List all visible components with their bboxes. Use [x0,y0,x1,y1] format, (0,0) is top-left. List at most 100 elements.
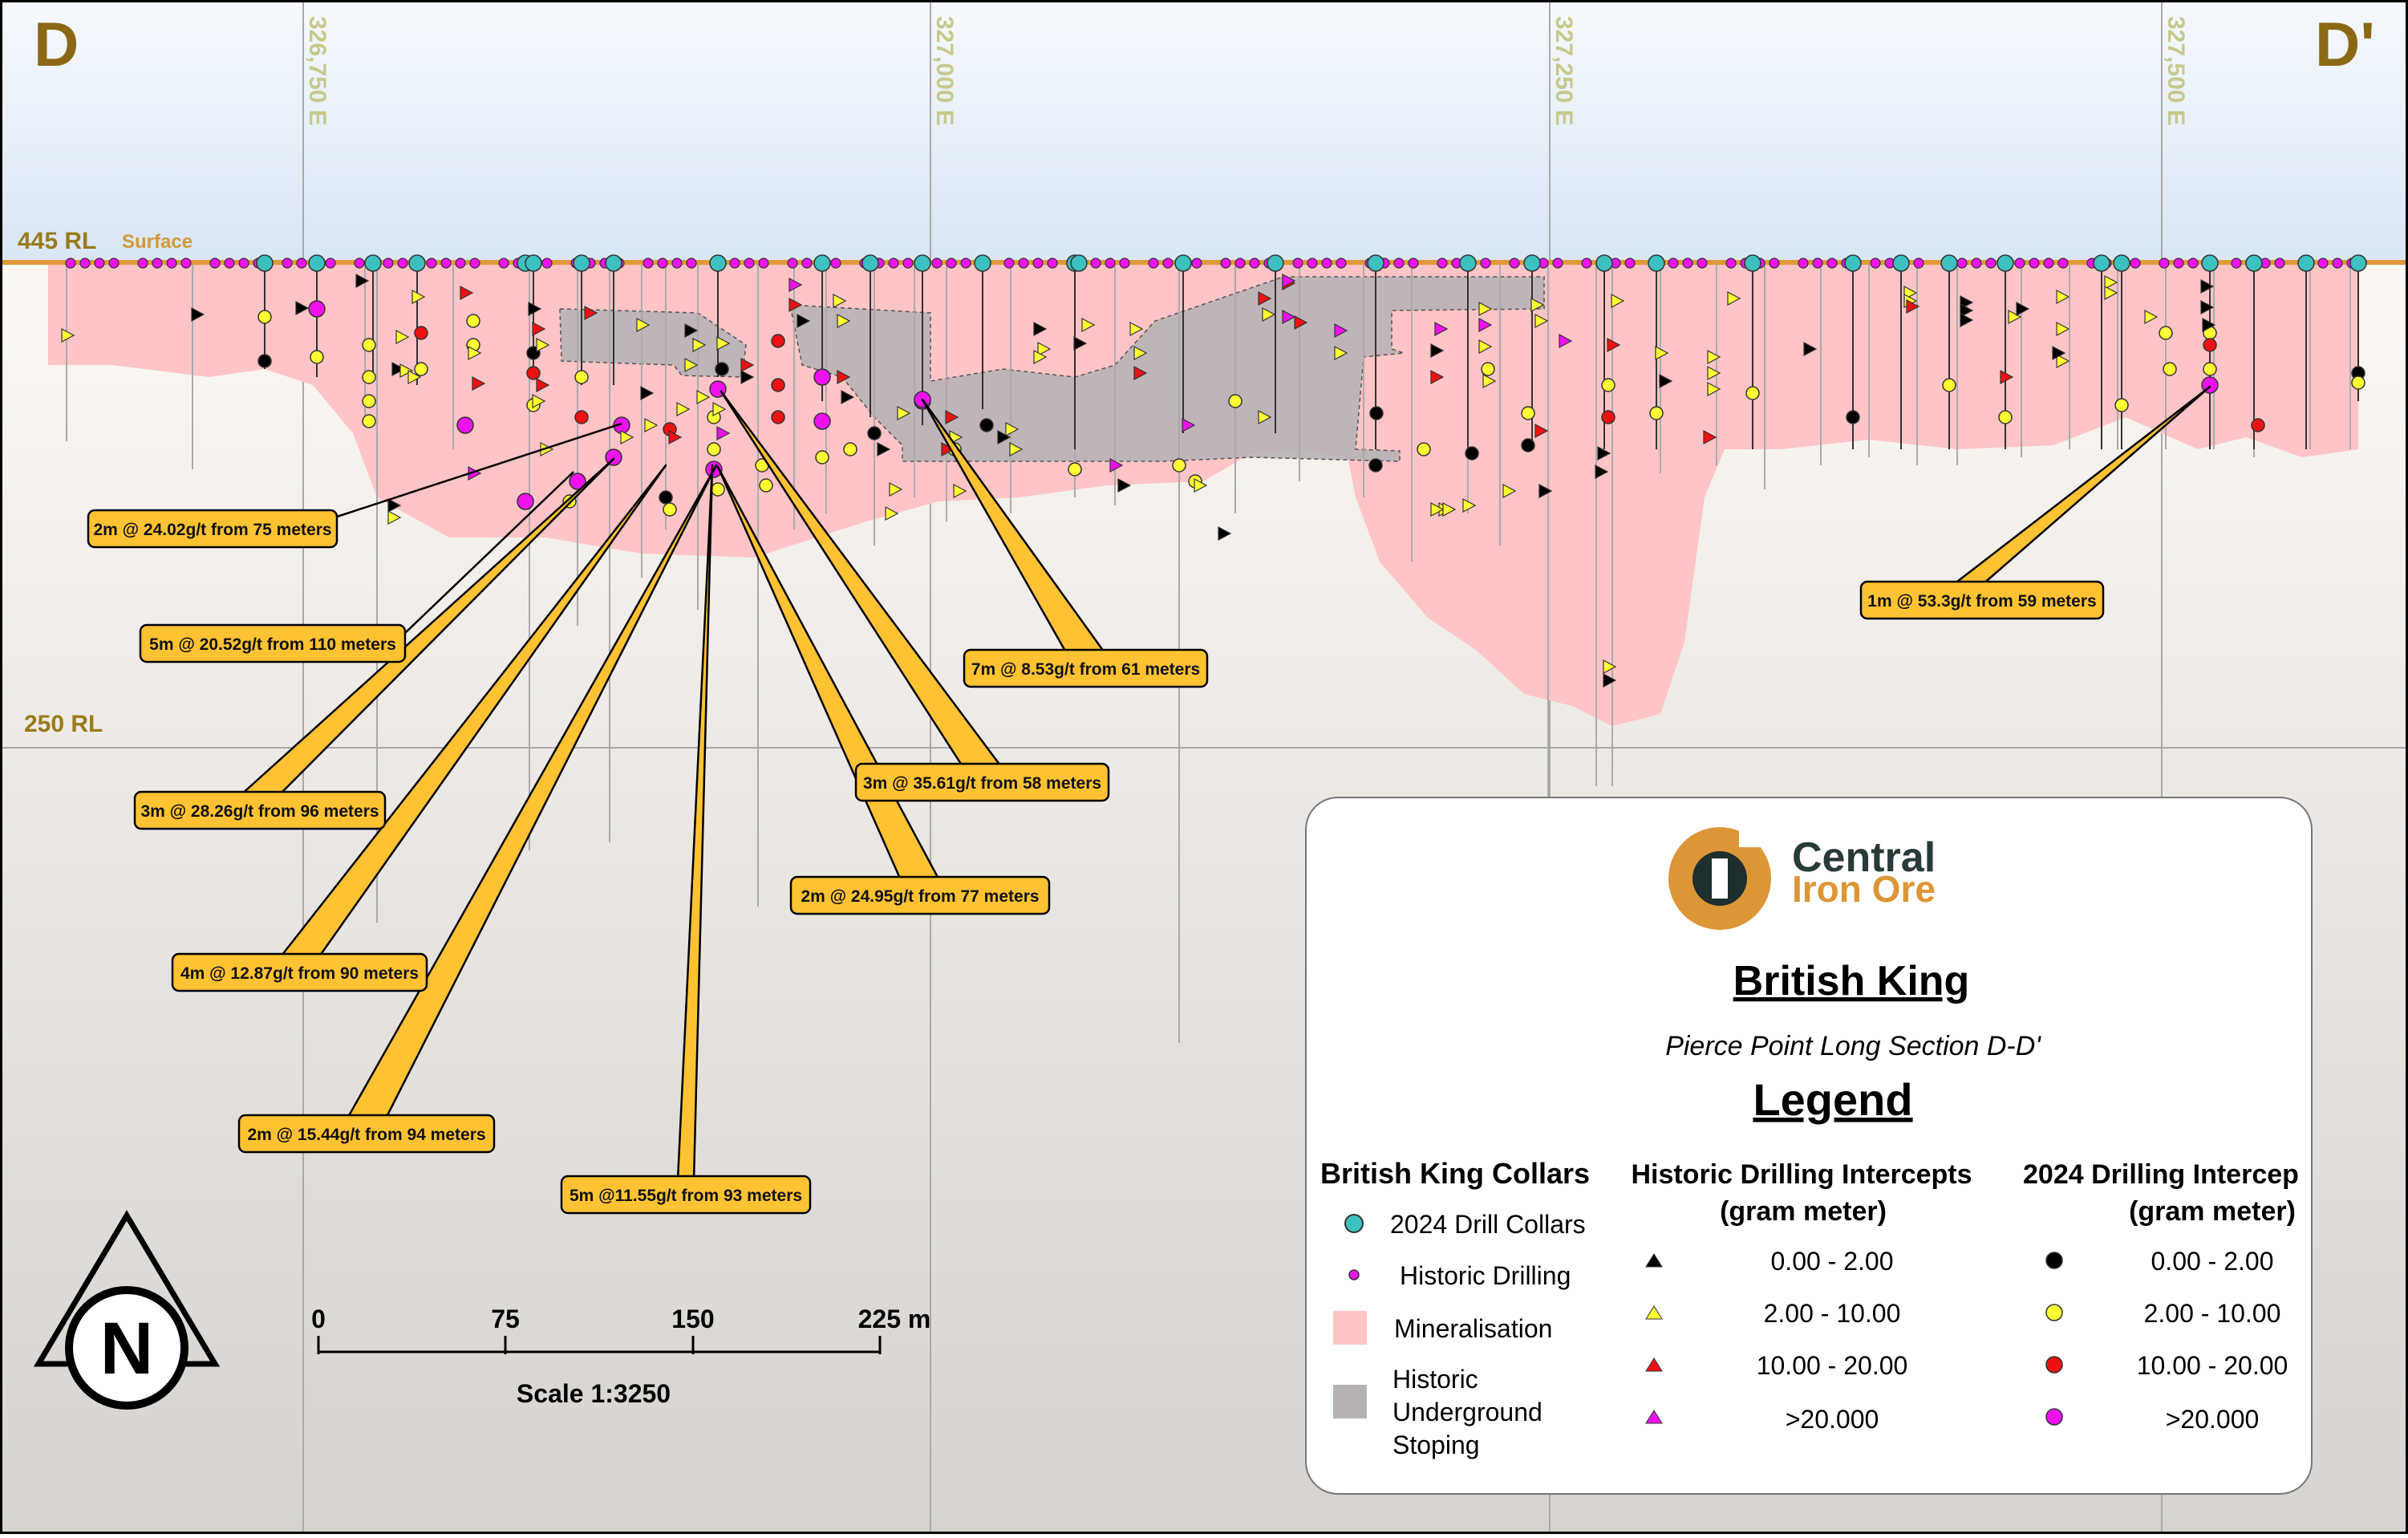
historic-intercept [1434,322,1449,336]
section-label-right: D' [2315,9,2375,79]
historic-intercept [1727,291,1741,306]
historic-collar [946,258,957,269]
mineralisation-zone [48,263,2358,726]
historic-collar [2029,258,2040,269]
historic-intercept [391,362,406,376]
historic-collar [469,258,480,269]
scale-label-150: 150 [671,1305,714,1333]
surface-label: Surface [122,231,193,253]
historic-intercept [2008,310,2022,324]
historic-collar [137,258,148,269]
historic-collar [1437,258,1448,269]
collar-2024 [1892,254,1910,272]
company-logo: Central Iron Ore [1668,818,1936,930]
historic-intercept [387,498,402,513]
historic-intercept [692,338,707,352]
intercept-2024 [414,326,428,340]
legend-subtitle: Pierce Point Long Section D-D' [1665,1031,2041,1061]
historic-intercept [788,298,803,312]
stope-west [559,308,747,378]
historic-intercept [1009,442,1024,457]
historic-intercept [997,430,1011,444]
historic-collar [2043,258,2054,269]
callout-box [963,648,1209,688]
historic-collar [758,258,769,269]
historic-intercept [1538,484,1553,498]
historic-intercept [684,358,699,372]
historic-intercept [2056,354,2070,368]
legend-hist-range-3: 10.00 - 20.00 [1757,1351,1908,1380]
historic-collar [79,258,91,269]
collar-2024 [2349,254,2367,272]
intercept-2024 [414,362,428,376]
collar-2024 [2093,254,2110,272]
historic-intercept [2056,322,2070,336]
historic-collar [1985,258,1997,269]
historic-intercept [1502,484,1517,498]
callout-text: 3m @ 35.61g/t from 58 meters [863,774,1101,793]
historic-intercept [1081,318,1096,332]
historic-collar [354,258,365,269]
historic-intercept [584,306,598,320]
historic-intercept [1707,382,1721,396]
historic-intercept [1597,446,1611,461]
historic-collar [1812,258,1823,269]
rl-top-label: 445 RL [18,228,96,254]
historic-intercept [1218,526,1232,541]
historic-intercept [1462,498,1477,513]
intercept-2024 [2159,326,2173,340]
legend-mineralisation-swatch [1333,1311,1367,1345]
legend-stoping-label-3: Stoping [1393,1430,1480,1459]
historic-intercept [1133,366,1148,380]
historic-intercept [1803,342,1818,356]
historic-collar [2130,258,2141,269]
historic-collar [180,258,192,269]
historic-intercept [1534,314,1549,328]
historic-collar [671,258,683,269]
historic-intercept [528,302,542,316]
historic-collar [383,258,394,269]
legend-hist-tri-low [1645,1253,1663,1268]
historic-intercept [1482,374,1497,388]
collar-2024 [308,254,326,272]
intercept-2024 [362,338,376,352]
legend-2024-dot-mid [2045,1304,2063,1321]
historic-collar [1725,258,1737,269]
legend-stoping-label-1: Historic [1393,1365,1478,1394]
legend-historic-collar-symbol [1348,1269,1360,1280]
historic-intercept [1655,346,1669,360]
historic-intercept [1906,299,1920,314]
intercept-2024 [759,478,773,493]
historic-intercept [411,290,426,304]
historic-intercept [941,442,955,457]
historic-intercept [1430,370,1445,384]
intercept-2024 [526,366,541,380]
historic-intercept [2202,318,2216,332]
historic-intercept [1294,315,1308,330]
historic-intercept [2200,300,2215,314]
legend-box [1305,797,2313,1495]
historic-intercept [1442,502,1457,517]
historic-collar [94,258,105,269]
intercept-2024 [1481,362,1495,376]
logo-bar [1712,858,1728,899]
historic-collar [657,258,668,269]
callout-text: 1m @ 53.3g/t from 59 meters [1867,592,2096,611]
historic-collar [1162,258,1174,269]
legend-hist-range-4: >20.000 [1786,1405,1879,1434]
historic-collar [166,258,177,269]
historic-intercept [536,378,550,392]
historic-intercept [1530,298,1545,312]
logo-text-iron-ore: Iron Ore [1792,868,1936,910]
collar-2024 [1367,254,1384,272]
collar-2024 [1997,254,2014,272]
historic-collar [440,258,452,269]
easting-label-3: 327,250 E [1551,16,1577,126]
historic-intercept [1478,302,1493,316]
historic-intercept [2104,275,2118,290]
historic-collar [1191,258,1202,269]
historic-collar [1668,258,1679,269]
historic-collar [2187,258,2199,269]
historic-intercept [1033,322,1048,336]
